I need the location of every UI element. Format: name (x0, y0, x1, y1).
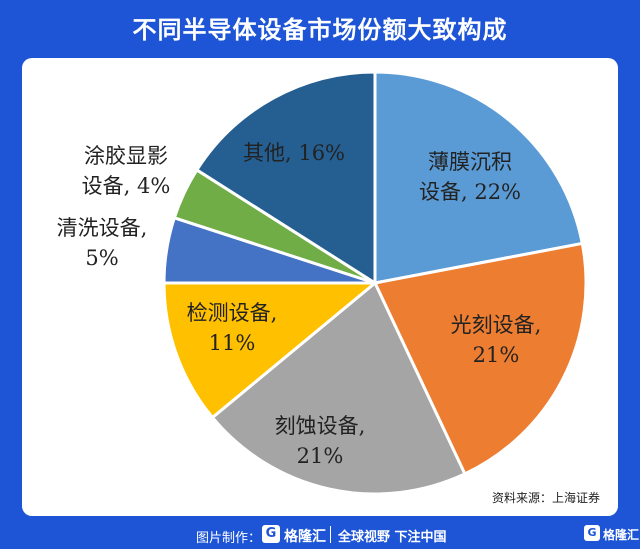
footer-divider (330, 526, 331, 543)
slice-label: 刻蚀设备, 21% (275, 414, 366, 468)
pie-chart: 薄膜沉积设备, 22% 光刻设备, 21% 刻蚀设备, 21% 检测设备, 11% 清洗设备,… (57, 70, 588, 496)
slice-label: 涂胶显影设备, 4% (82, 144, 171, 198)
pie-slice (194, 70, 377, 286)
footer-brand-small: 格隆汇 (603, 528, 640, 542)
gelonghui-logo-icon-small: G (584, 525, 600, 541)
pie-slice (372, 241, 588, 476)
source-note: 资料来源：上海证券 (491, 491, 600, 505)
chart-card: 薄膜沉积设备, 22% 光刻设备, 21% 刻蚀设备, 21% 检测设备, 11% 清洗设备,… (22, 58, 618, 516)
pie-slice (210, 280, 467, 496)
slice-label: 其他, 16% (243, 141, 345, 165)
footer-slogan: 全球视野 下注中国 (338, 530, 447, 545)
chart-title: 不同半导体设备市场份额大致构成 (132, 15, 508, 44)
slice-label: 薄膜沉积设备, 22% (419, 150, 521, 204)
footer-brand: 格隆汇 (284, 529, 326, 545)
slice-label: 检测设备, 11% (187, 301, 278, 355)
slice-label: 清洗设备, 5% (57, 216, 148, 270)
pie-slice (162, 281, 380, 420)
pie-slice (373, 70, 585, 285)
gelonghui-logo-icon: G (262, 525, 280, 543)
footer-bar: 图片制作： G 格隆汇 全球视野 下注中国 G 格隆汇 (0, 520, 640, 549)
footer-credit: 图片制作： (196, 531, 262, 546)
slice-label: 光刻设备, 21% (451, 313, 542, 367)
